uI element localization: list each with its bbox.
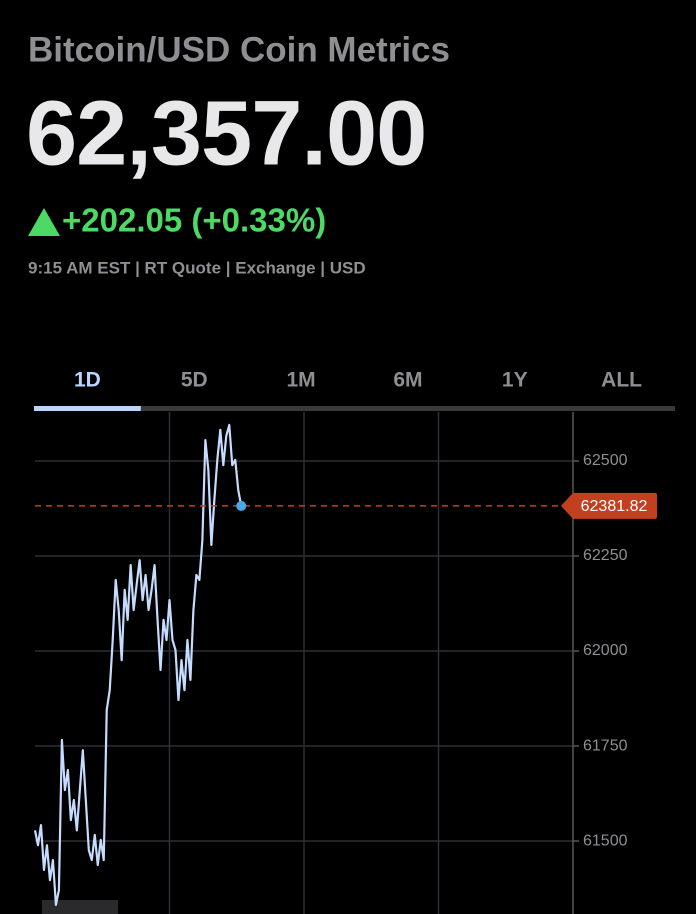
y-tick-label: 62500 (583, 452, 628, 469)
title: Bitcoin/USD Coin Metrics (28, 30, 450, 69)
range-tab[interactable]: ALL (601, 369, 642, 392)
price-line (33, 423, 243, 906)
up-arrow (28, 208, 60, 236)
last-point (236, 500, 247, 511)
active-tab-indicator (34, 406, 141, 411)
range-tab[interactable]: 6M (393, 369, 422, 392)
y-tick-label: 62250 (583, 547, 628, 564)
last-price-badge (561, 492, 657, 519)
change: +202.05 (+0.33%) (62, 202, 326, 239)
price: 62,357.00 (26, 82, 426, 184)
range-tab[interactable]: 1Y (502, 369, 528, 392)
quote-meta: 9:15 AM EST | RT Quote | Exchange | USD (28, 258, 366, 277)
tab-track (34, 406, 675, 411)
volume-stub (42, 900, 118, 914)
y-tick-label: 61750 (583, 737, 628, 754)
last-price-label: 62381.82 (581, 498, 648, 515)
y-tick-label: 61500 (583, 832, 628, 849)
range-tab[interactable]: 1M (286, 369, 315, 392)
y-tick-label: 62000 (583, 642, 628, 659)
range-tab[interactable]: 5D (181, 369, 208, 392)
range-tab[interactable]: 1D (74, 369, 101, 392)
